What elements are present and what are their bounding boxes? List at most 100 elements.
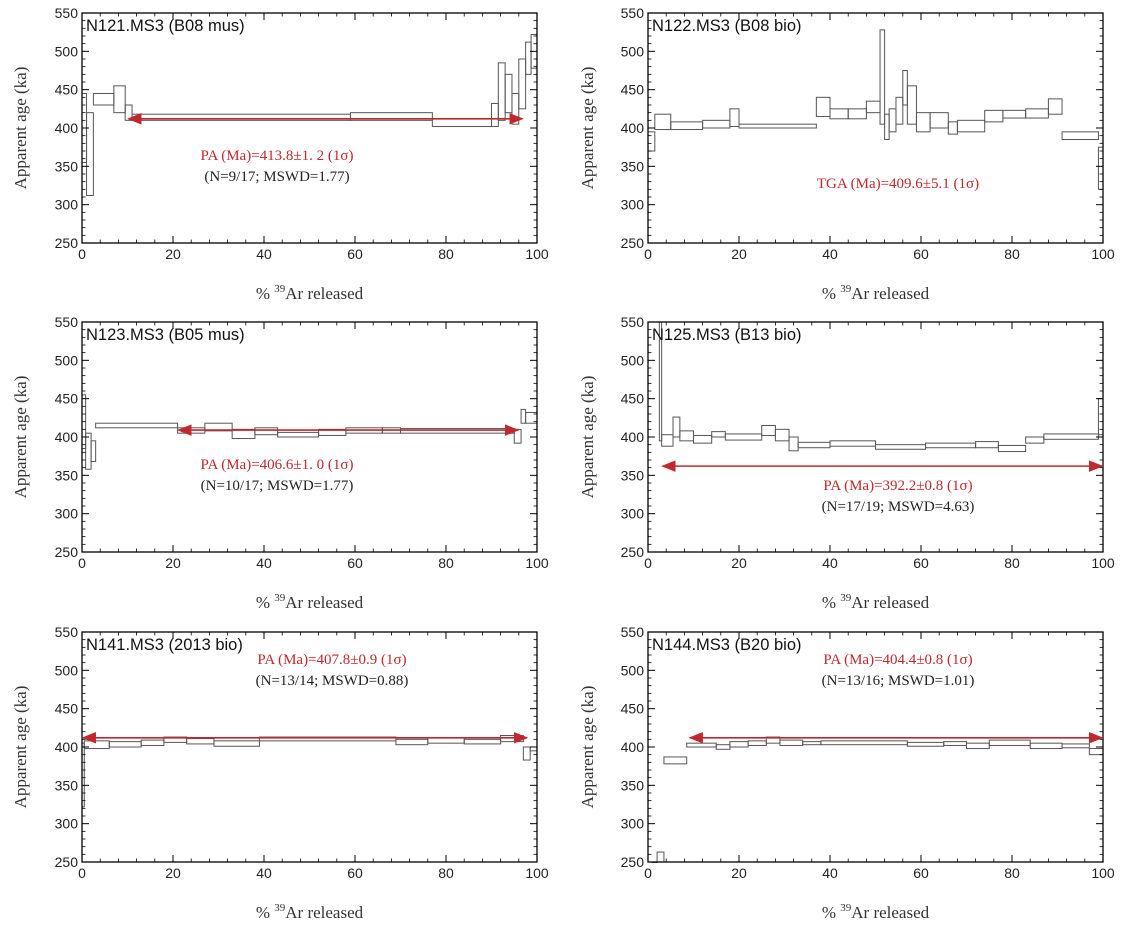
step-box bbox=[186, 738, 215, 745]
plateau-age-label: PA (Ma)=407.8±0.9 (1σ) bbox=[257, 652, 406, 668]
x-tick-label: 20 bbox=[165, 865, 181, 881]
y-tick-label: 350 bbox=[621, 777, 645, 793]
x-tick-label: 0 bbox=[644, 555, 652, 571]
step-box bbox=[847, 108, 867, 120]
y-tick-label: 500 bbox=[55, 662, 79, 678]
step-box bbox=[1047, 98, 1063, 115]
panel-title: N125.MS3 (B13 bio) bbox=[652, 326, 802, 344]
x-tick-label: 100 bbox=[1091, 555, 1115, 571]
step-box bbox=[988, 739, 1031, 746]
step-box bbox=[504, 73, 513, 114]
panel-title: N141.MS3 (2013 bio) bbox=[86, 636, 243, 654]
x-tick-label: 40 bbox=[822, 555, 838, 571]
step-box bbox=[1088, 748, 1104, 756]
step-box bbox=[254, 427, 279, 436]
step-box bbox=[956, 119, 986, 133]
y-tick-label: 300 bbox=[621, 197, 645, 213]
y-tick-label: 250 bbox=[55, 544, 79, 560]
step-box bbox=[788, 436, 799, 452]
panel-title: N144.MS3 (B20 bio) bbox=[652, 636, 802, 654]
y-axis-title: Apparent age (ka) bbox=[578, 67, 597, 190]
panel-4: 0 20 40 60 80 100 250 300 350 400 450 500 550 Apparen… bbox=[578, 314, 1115, 612]
x-tick-label: 0 bbox=[78, 246, 86, 262]
y-tick-label: 400 bbox=[55, 739, 79, 755]
y-tick-label: 450 bbox=[621, 82, 645, 98]
y-tick-label: 550 bbox=[55, 5, 79, 21]
step-box bbox=[90, 440, 97, 463]
x-tick-label: 20 bbox=[165, 246, 181, 262]
plateau-age-label: PA (Ma)=392.2±0.8 (1σ) bbox=[823, 478, 972, 494]
plateau-age-label: PA (Ma)=404.4±0.8 (1σ) bbox=[823, 652, 972, 668]
y-tick-label: 550 bbox=[55, 624, 79, 640]
x-tick-label: 60 bbox=[913, 865, 929, 881]
step-box bbox=[647, 131, 656, 152]
step-box bbox=[895, 96, 904, 125]
y-tick-label: 500 bbox=[55, 352, 79, 368]
step-box bbox=[693, 434, 713, 444]
step-box bbox=[1025, 436, 1045, 444]
y-tick-label: 550 bbox=[621, 314, 645, 330]
y-axis-title: Apparent age (ka) bbox=[578, 376, 597, 499]
step-box bbox=[1097, 146, 1104, 190]
plateau-age-label: TGA (Ma)=409.6±5.1 (1σ) bbox=[817, 176, 979, 192]
y-tick-label: 450 bbox=[55, 391, 79, 407]
step-box bbox=[1043, 433, 1099, 440]
y-tick-label: 250 bbox=[621, 544, 645, 560]
step-box bbox=[113, 85, 126, 114]
y-tick-label: 550 bbox=[55, 314, 79, 330]
step-box bbox=[672, 416, 681, 438]
step-box bbox=[140, 739, 165, 746]
y-tick-label: 550 bbox=[621, 624, 645, 640]
y-tick-label: 400 bbox=[55, 120, 79, 136]
step-box bbox=[1061, 131, 1099, 140]
step-box bbox=[686, 742, 717, 748]
step-box bbox=[86, 112, 94, 196]
step-box bbox=[522, 746, 531, 761]
step-box bbox=[1025, 108, 1049, 119]
x-tick-label: 20 bbox=[731, 246, 747, 262]
y-axis-title: Apparent age (ka) bbox=[11, 67, 30, 190]
step-box bbox=[679, 430, 694, 442]
step-box bbox=[820, 740, 908, 746]
step-box bbox=[525, 41, 532, 75]
step-box bbox=[997, 444, 1027, 453]
step-box bbox=[108, 741, 142, 748]
step-box bbox=[906, 85, 917, 125]
x-tick-label: 0 bbox=[78, 865, 86, 881]
x-tick-label: 40 bbox=[822, 865, 838, 881]
y-tick-label: 500 bbox=[55, 43, 79, 59]
age-spectrum bbox=[81, 735, 538, 808]
y-tick-label: 300 bbox=[55, 816, 79, 832]
panel-1: 0 20 40 60 80 100 250 300 350 400 450 500 550 Apparen… bbox=[11, 5, 549, 303]
y-tick-label: 500 bbox=[621, 662, 645, 678]
y-tick-label: 350 bbox=[621, 467, 645, 483]
step-box bbox=[729, 741, 749, 748]
y-tick-label: 250 bbox=[621, 235, 645, 251]
step-box bbox=[520, 408, 527, 424]
plateau-age-label: PA (Ma)=406.6±1. 0 (1σ) bbox=[201, 457, 354, 473]
y-tick-label: 300 bbox=[55, 197, 79, 213]
step-box bbox=[829, 440, 876, 447]
x-tick-label: 80 bbox=[1004, 246, 1020, 262]
panel-title: N123.MS3 (B05 mus) bbox=[86, 326, 245, 344]
x-axis-title: % 39Ar released bbox=[256, 902, 364, 922]
x-tick-label: 40 bbox=[822, 246, 838, 262]
x-tick-label: 0 bbox=[78, 555, 86, 571]
y-tick-label: 550 bbox=[621, 5, 645, 21]
x-tick-label: 100 bbox=[1091, 246, 1115, 262]
panel-5: 0 20 40 60 80 100 250 300 350 400 450 500 550 Apparen… bbox=[11, 624, 549, 922]
plateau-stats-label: (N=13/16; MSWD=1.01) bbox=[822, 673, 975, 689]
x-tick-label: 60 bbox=[347, 865, 363, 881]
step-box bbox=[85, 432, 92, 470]
x-tick-label: 60 bbox=[913, 246, 929, 262]
y-tick-label: 400 bbox=[55, 429, 79, 445]
step-box bbox=[984, 109, 1004, 123]
y-tick-label: 450 bbox=[55, 701, 79, 717]
step-box bbox=[518, 58, 527, 110]
panel-title: N122.MS3 (B08 bio) bbox=[652, 17, 802, 35]
x-tick-label: 40 bbox=[256, 555, 272, 571]
y-tick-label: 350 bbox=[55, 467, 79, 483]
step-box bbox=[888, 108, 897, 133]
y-tick-label: 300 bbox=[55, 506, 79, 522]
